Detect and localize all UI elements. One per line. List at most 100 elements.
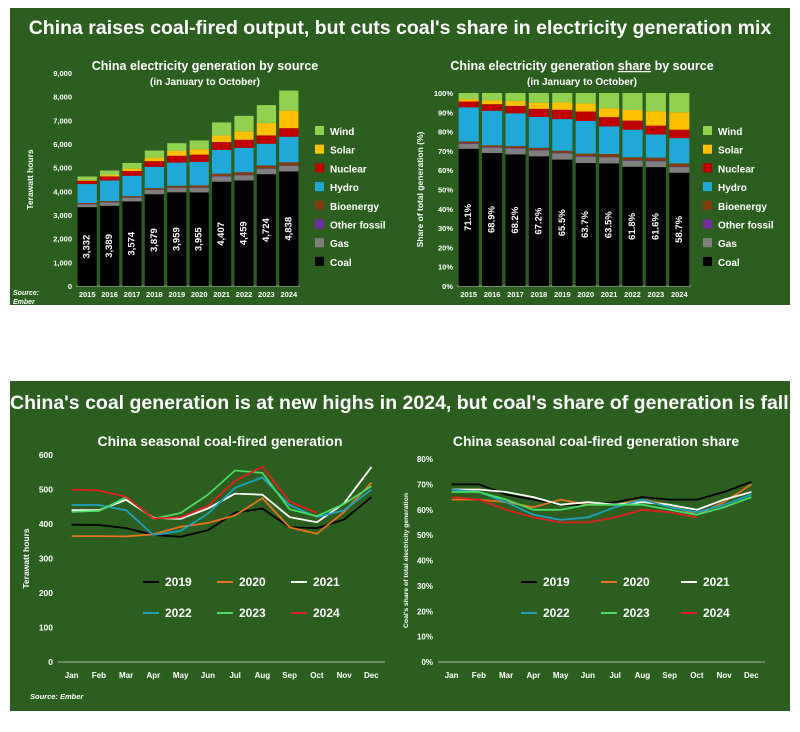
bar-nuclear-2024 bbox=[279, 128, 299, 137]
seasonal-coal-generation-chart: China seasonal coal-fired generation 0 100… bbox=[21, 433, 385, 680]
bottom-source-note: Source: Ember bbox=[30, 692, 84, 701]
y-tick-label: 0% bbox=[421, 658, 433, 667]
y-tick-label: 1,000 bbox=[53, 258, 72, 267]
bar-gas-2015 bbox=[458, 143, 479, 149]
bar-solar-2020 bbox=[189, 149, 209, 155]
x-tick-label: 2018 bbox=[146, 290, 163, 299]
bar-gas-2024 bbox=[669, 167, 690, 173]
bar-coal-2024 bbox=[279, 171, 299, 286]
x-tick-label: 2019 bbox=[554, 290, 571, 299]
y-tick-label: 80% bbox=[438, 128, 453, 137]
x-tick-label: 2022 bbox=[624, 290, 641, 299]
legend-entry: Nuclear bbox=[330, 164, 367, 175]
x-tick-label: Oct bbox=[310, 671, 324, 680]
bar-gas-2015 bbox=[77, 204, 97, 208]
bar-other-fossil-2021 bbox=[599, 156, 620, 158]
bar-coal-2024 bbox=[669, 172, 690, 286]
y-tick-label: 2,000 bbox=[53, 235, 72, 244]
y-tick-label: 0% bbox=[442, 282, 453, 291]
generation-by-source-chart: China electricity generation by source (i… bbox=[25, 59, 386, 299]
bar-solar-2019 bbox=[167, 151, 187, 156]
bar-coal-2016 bbox=[99, 205, 120, 286]
series-line-2020 bbox=[71, 481, 373, 538]
bar-bioenergy-2017 bbox=[505, 146, 526, 149]
bar-bioenergy-2021 bbox=[599, 153, 620, 157]
x-tick-label: Nov bbox=[337, 671, 353, 680]
bar-bioenergy-2024 bbox=[279, 162, 299, 166]
bar-nuclear-2019 bbox=[167, 155, 187, 163]
x-tick-label: 2017 bbox=[124, 290, 141, 299]
bar-bioenergy-2023 bbox=[256, 165, 277, 169]
bar-hydro-2018 bbox=[144, 166, 165, 189]
y-tick-label: 400 bbox=[39, 519, 53, 529]
y-tick-label: 20% bbox=[417, 607, 433, 616]
data-label: 3,959 bbox=[171, 227, 182, 251]
x-tick-label: Feb bbox=[472, 671, 486, 680]
y-tick-label: 50% bbox=[438, 186, 453, 195]
y-tick-label: 7,000 bbox=[53, 116, 72, 125]
bar-nuclear-2017 bbox=[505, 105, 526, 114]
x-tick-label: Jul bbox=[229, 671, 241, 680]
data-label: 63.5% bbox=[604, 211, 615, 238]
y-tick-label: 300 bbox=[39, 554, 53, 564]
legend-entry: Wind bbox=[718, 127, 742, 138]
x-tick-label: Mar bbox=[499, 671, 513, 680]
x-tick-label: Sep bbox=[282, 671, 297, 680]
legend-entry: Wind bbox=[330, 127, 354, 138]
generation-by-source-chart-title: China electricity generation by source bbox=[92, 59, 319, 73]
bar-hydro-2024 bbox=[279, 136, 299, 163]
legend-swatch-solar bbox=[315, 144, 324, 154]
bar-hydro-2017 bbox=[505, 113, 526, 147]
y-tick-label: 80% bbox=[417, 455, 433, 464]
bar-solar-2021 bbox=[599, 108, 620, 118]
bar-coal-2022 bbox=[234, 180, 254, 286]
bar-hydro-2020 bbox=[575, 120, 596, 154]
y-axis-label: Terawatt hours bbox=[21, 528, 31, 589]
bar-coal-2023 bbox=[256, 174, 277, 286]
bar-solar-2017 bbox=[505, 100, 526, 106]
legend-swatch-nuclear bbox=[703, 163, 712, 173]
bar-coal-2020 bbox=[575, 163, 596, 286]
bar-wind-2017 bbox=[505, 93, 526, 101]
bar-nuclear-2022 bbox=[234, 139, 254, 148]
bar-solar-2018 bbox=[528, 102, 549, 109]
bar-nuclear-2021 bbox=[599, 117, 620, 127]
bar-solar-2019 bbox=[552, 102, 573, 110]
bar-nuclear-2023 bbox=[645, 125, 666, 135]
bar-nuclear-2015 bbox=[77, 180, 97, 185]
bar-solar-2015 bbox=[77, 180, 97, 181]
y-tick-label: 40% bbox=[438, 205, 453, 214]
bar-hydro-2015 bbox=[77, 184, 97, 204]
x-tick-label: 2015 bbox=[460, 290, 477, 299]
bar-hydro-2015 bbox=[458, 107, 479, 142]
x-tick-label: Mar bbox=[119, 671, 133, 680]
legend-entry: Coal bbox=[330, 258, 352, 269]
bar-bioenergy-2016 bbox=[99, 201, 120, 203]
x-tick-label: May bbox=[553, 671, 569, 680]
x-tick-label: 2024 bbox=[280, 290, 298, 299]
generation-by-source-chart-subtitle: (in January to October) bbox=[150, 77, 260, 88]
x-tick-label: Jan bbox=[65, 671, 79, 680]
legend-entry: 2019 bbox=[165, 575, 192, 589]
x-tick-label: Jul bbox=[609, 671, 621, 680]
y-tick-label: 3,000 bbox=[53, 211, 72, 220]
bar-wind-2024 bbox=[669, 93, 690, 113]
y-tick-label: 30% bbox=[417, 582, 433, 591]
legend-entry: 2022 bbox=[165, 606, 192, 620]
legend-swatch-nuclear bbox=[315, 163, 324, 173]
bar-gas-2023 bbox=[256, 168, 277, 175]
bar-nuclear-2021 bbox=[211, 142, 232, 150]
bar-bioenergy-2019 bbox=[167, 185, 187, 188]
bar-gas-2017 bbox=[505, 148, 526, 155]
y-tick-label: 40% bbox=[417, 557, 433, 566]
x-tick-label: 2023 bbox=[258, 290, 275, 299]
bar-coal-2019 bbox=[167, 192, 187, 286]
x-tick-label: May bbox=[173, 671, 189, 680]
y-tick-label: 8,000 bbox=[53, 93, 72, 102]
legend-entry: Gas bbox=[330, 239, 349, 250]
bar-solar-2022 bbox=[234, 131, 254, 140]
x-tick-label: Dec bbox=[364, 671, 379, 680]
data-label: 4,724 bbox=[261, 218, 272, 242]
bar-hydro-2021 bbox=[599, 126, 620, 154]
data-label: 58.7% bbox=[674, 215, 685, 242]
